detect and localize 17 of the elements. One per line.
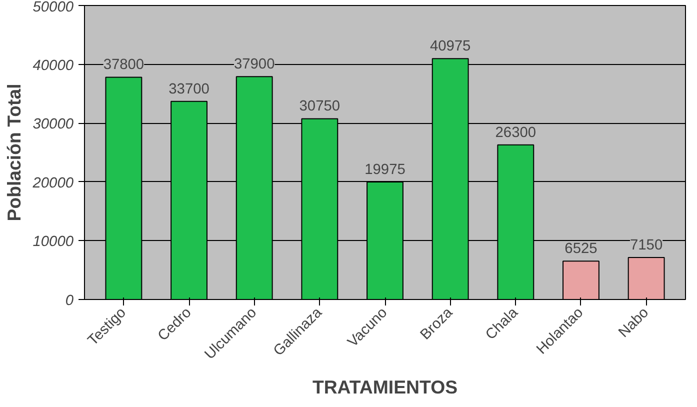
data-label: 6525: [564, 241, 598, 258]
y-tick-label: 40000: [32, 58, 74, 74]
x-axis-title: TRATAMIENTOS: [312, 376, 458, 398]
y-tick-label: 0: [65, 293, 74, 309]
y-tick-label: 50000: [32, 0, 74, 16]
data-label: 19975: [364, 162, 406, 178]
data-label: 26300: [495, 124, 536, 141]
y-tick-label: 10000: [32, 234, 74, 250]
data-label: 37800: [103, 57, 144, 74]
y-axis-title: Población Total: [4, 84, 25, 222]
y-tick-label: 30000: [32, 116, 74, 133]
data-label: 7150: [630, 237, 663, 254]
y-tick-label: 20000: [32, 175, 74, 192]
data-label: 30750: [299, 98, 340, 115]
data-label: 40975: [430, 38, 471, 55]
data-label: 33700: [168, 81, 210, 98]
data-label: 37900: [234, 56, 275, 73]
